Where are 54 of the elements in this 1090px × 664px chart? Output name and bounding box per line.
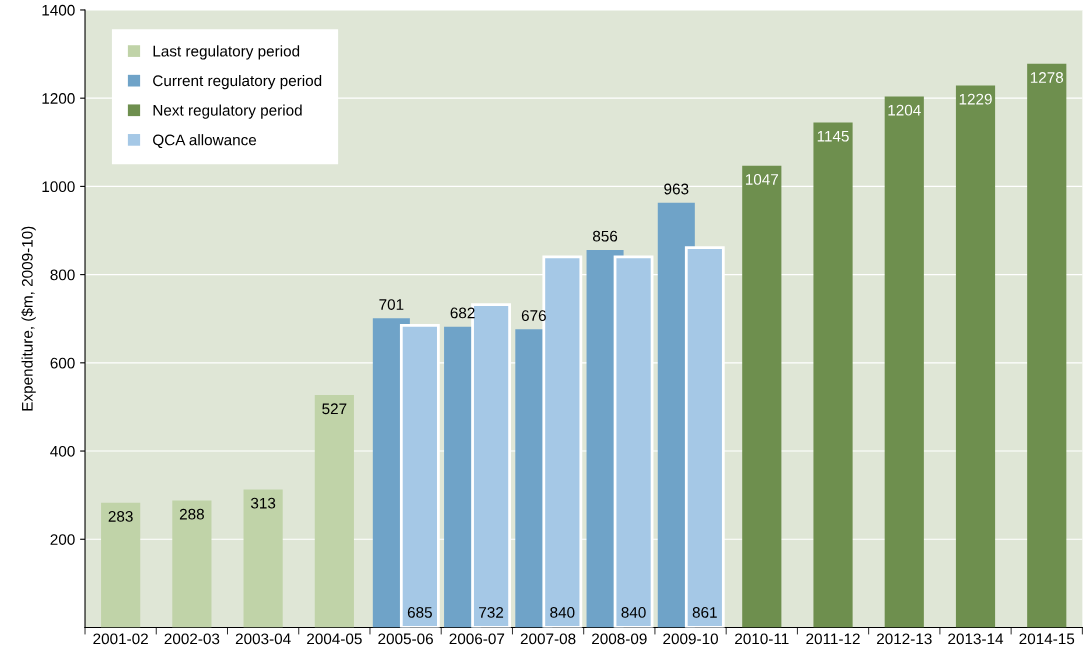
legend-label: Current regulatory period — [153, 74, 322, 90]
y-tick-label: 200 — [50, 534, 75, 545]
bar — [1027, 63, 1067, 628]
x-tick-label: 2006-07 — [449, 633, 505, 645]
x-tick-label: 2009-10 — [663, 633, 718, 645]
bar — [742, 165, 782, 628]
x-tick-label: 2003-04 — [235, 633, 291, 645]
bar — [101, 502, 141, 628]
data-label: 682 — [450, 307, 475, 319]
x-tick-label: 2012-13 — [877, 633, 932, 645]
data-label: 861 — [692, 607, 717, 618]
x-tick-label: 2005-06 — [378, 633, 433, 645]
x-tick-label: 2002-03 — [164, 633, 220, 645]
bar — [813, 122, 853, 628]
x-tick-label: 2008-09 — [592, 633, 647, 645]
data-label: 676 — [521, 310, 546, 321]
legend-label: Next regulatory period — [153, 104, 302, 119]
y-tick-label: 600 — [50, 357, 75, 369]
bar — [172, 500, 212, 628]
y-tick-label: 1400 — [42, 4, 75, 16]
legend-label: Last regulatory period — [153, 45, 300, 60]
bar — [884, 96, 924, 628]
bar — [314, 395, 354, 628]
y-tick-label: 800 — [50, 269, 75, 281]
y-tick-label: 400 — [50, 445, 75, 457]
x-tick-label: 2014-15 — [1019, 633, 1075, 645]
data-label: 685 — [407, 607, 432, 618]
data-label: 313 — [250, 497, 276, 509]
data-label: 856 — [592, 230, 618, 242]
x-tick-label: 2007-08 — [520, 633, 576, 645]
data-label: 1229 — [959, 93, 992, 105]
data-label: 283 — [108, 511, 133, 522]
data-label: 963 — [664, 183, 689, 195]
y-tick-label: 1200 — [42, 93, 75, 104]
x-tick-label: 2010-11 — [735, 633, 789, 645]
x-tick-label: 2011-12 — [806, 633, 860, 645]
legend-label: QCA allowance — [153, 134, 257, 149]
x-tick-label: 2004-05 — [307, 633, 362, 645]
data-label: 1047 — [745, 174, 779, 185]
x-tick-label: 2013-14 — [948, 633, 1004, 645]
data-label: 527 — [322, 403, 347, 415]
y-axis-title: Expenditure, ($m, 2009-10) — [21, 226, 36, 411]
y-tick-label: 1000 — [42, 181, 75, 193]
data-label: 701 — [379, 299, 404, 310]
data-label: 288 — [179, 508, 204, 520]
data-label: 840 — [550, 607, 575, 618]
data-label: 840 — [621, 607, 646, 618]
x-tick-label: 2001-02 — [93, 633, 148, 645]
data-label: 1145 — [817, 130, 849, 142]
bar — [955, 85, 996, 628]
data-label: 732 — [479, 607, 504, 618]
data-label: 1278 — [1030, 72, 1064, 83]
data-label: 1204 — [888, 104, 921, 116]
bar — [243, 489, 283, 628]
